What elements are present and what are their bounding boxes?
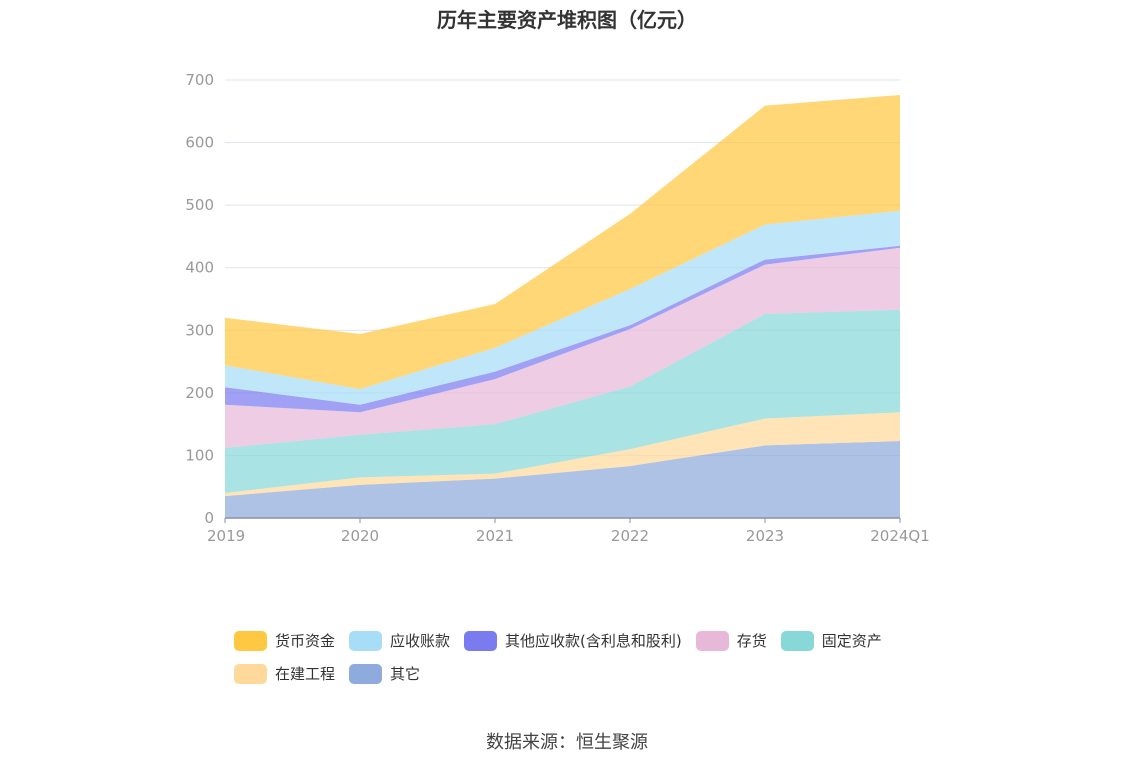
legend-item[interactable]: 货币资金 bbox=[234, 630, 335, 651]
x-tick-label: 2020 bbox=[341, 527, 379, 545]
y-tick-label: 200 bbox=[185, 384, 214, 402]
chart-legend: 货币资金 应收账款 其他应收款(含利息和股利) 存货 固定资产在建工程 其它 bbox=[234, 630, 934, 684]
y-tick-label: 100 bbox=[185, 446, 214, 464]
legend-label: 在建工程 bbox=[275, 665, 336, 683]
x-tick-label: 2024Q1 bbox=[870, 527, 930, 545]
legend-label: 应收账款 bbox=[390, 632, 451, 650]
legend-item[interactable]: 固定资产 bbox=[780, 630, 882, 651]
area-series bbox=[225, 412, 900, 497]
legend-swatch bbox=[349, 663, 383, 684]
legend-swatch bbox=[780, 630, 814, 651]
stacked-area-chart: 0 100 200 300 400 500 600 700 2019 2020 2021 2022 20… bbox=[185, 71, 930, 545]
area-series bbox=[225, 309, 900, 493]
y-tick-label: 0 bbox=[204, 509, 214, 527]
chart-title: 历年主要资产堆积图（亿元） bbox=[437, 8, 697, 32]
legend-swatch bbox=[234, 630, 267, 651]
y-tick-label: 400 bbox=[185, 259, 214, 277]
area-series bbox=[225, 441, 900, 518]
legend-swatch bbox=[234, 663, 267, 684]
legend-label: 其它 bbox=[390, 665, 421, 683]
y-tick-label: 300 bbox=[185, 321, 214, 339]
legend-swatch bbox=[349, 630, 383, 651]
legend-item[interactable]: 其他应收款(含利息和股利) bbox=[464, 630, 682, 651]
area-series bbox=[225, 210, 900, 405]
legend-item[interactable]: 其它 bbox=[349, 663, 420, 684]
legend-item[interactable]: 应收账款 bbox=[349, 630, 450, 651]
legend-label: 存货 bbox=[736, 632, 767, 650]
legend-item[interactable]: 存货 bbox=[695, 630, 767, 651]
legend-swatch bbox=[695, 630, 729, 651]
y-tick-label: 700 bbox=[185, 71, 214, 89]
x-tick-label: 2021 bbox=[476, 527, 514, 545]
legend-label: 固定资产 bbox=[821, 632, 882, 650]
legend-label: 其他应收款(含利息和股利) bbox=[505, 632, 682, 650]
x-tick-label: 2023 bbox=[746, 527, 784, 545]
legend-swatch bbox=[464, 630, 498, 651]
x-tick-label: 2019 bbox=[207, 527, 245, 545]
legend-item[interactable]: 在建工程 bbox=[234, 663, 335, 684]
x-tick-label: 2022 bbox=[611, 527, 649, 545]
area-series bbox=[225, 95, 900, 390]
legend-label: 货币资金 bbox=[275, 632, 336, 650]
data-source-note: 数据来源：恒生聚源 bbox=[486, 732, 648, 753]
y-tick-label: 600 bbox=[185, 134, 214, 152]
y-tick-label: 500 bbox=[185, 196, 214, 214]
area-series bbox=[225, 247, 900, 448]
